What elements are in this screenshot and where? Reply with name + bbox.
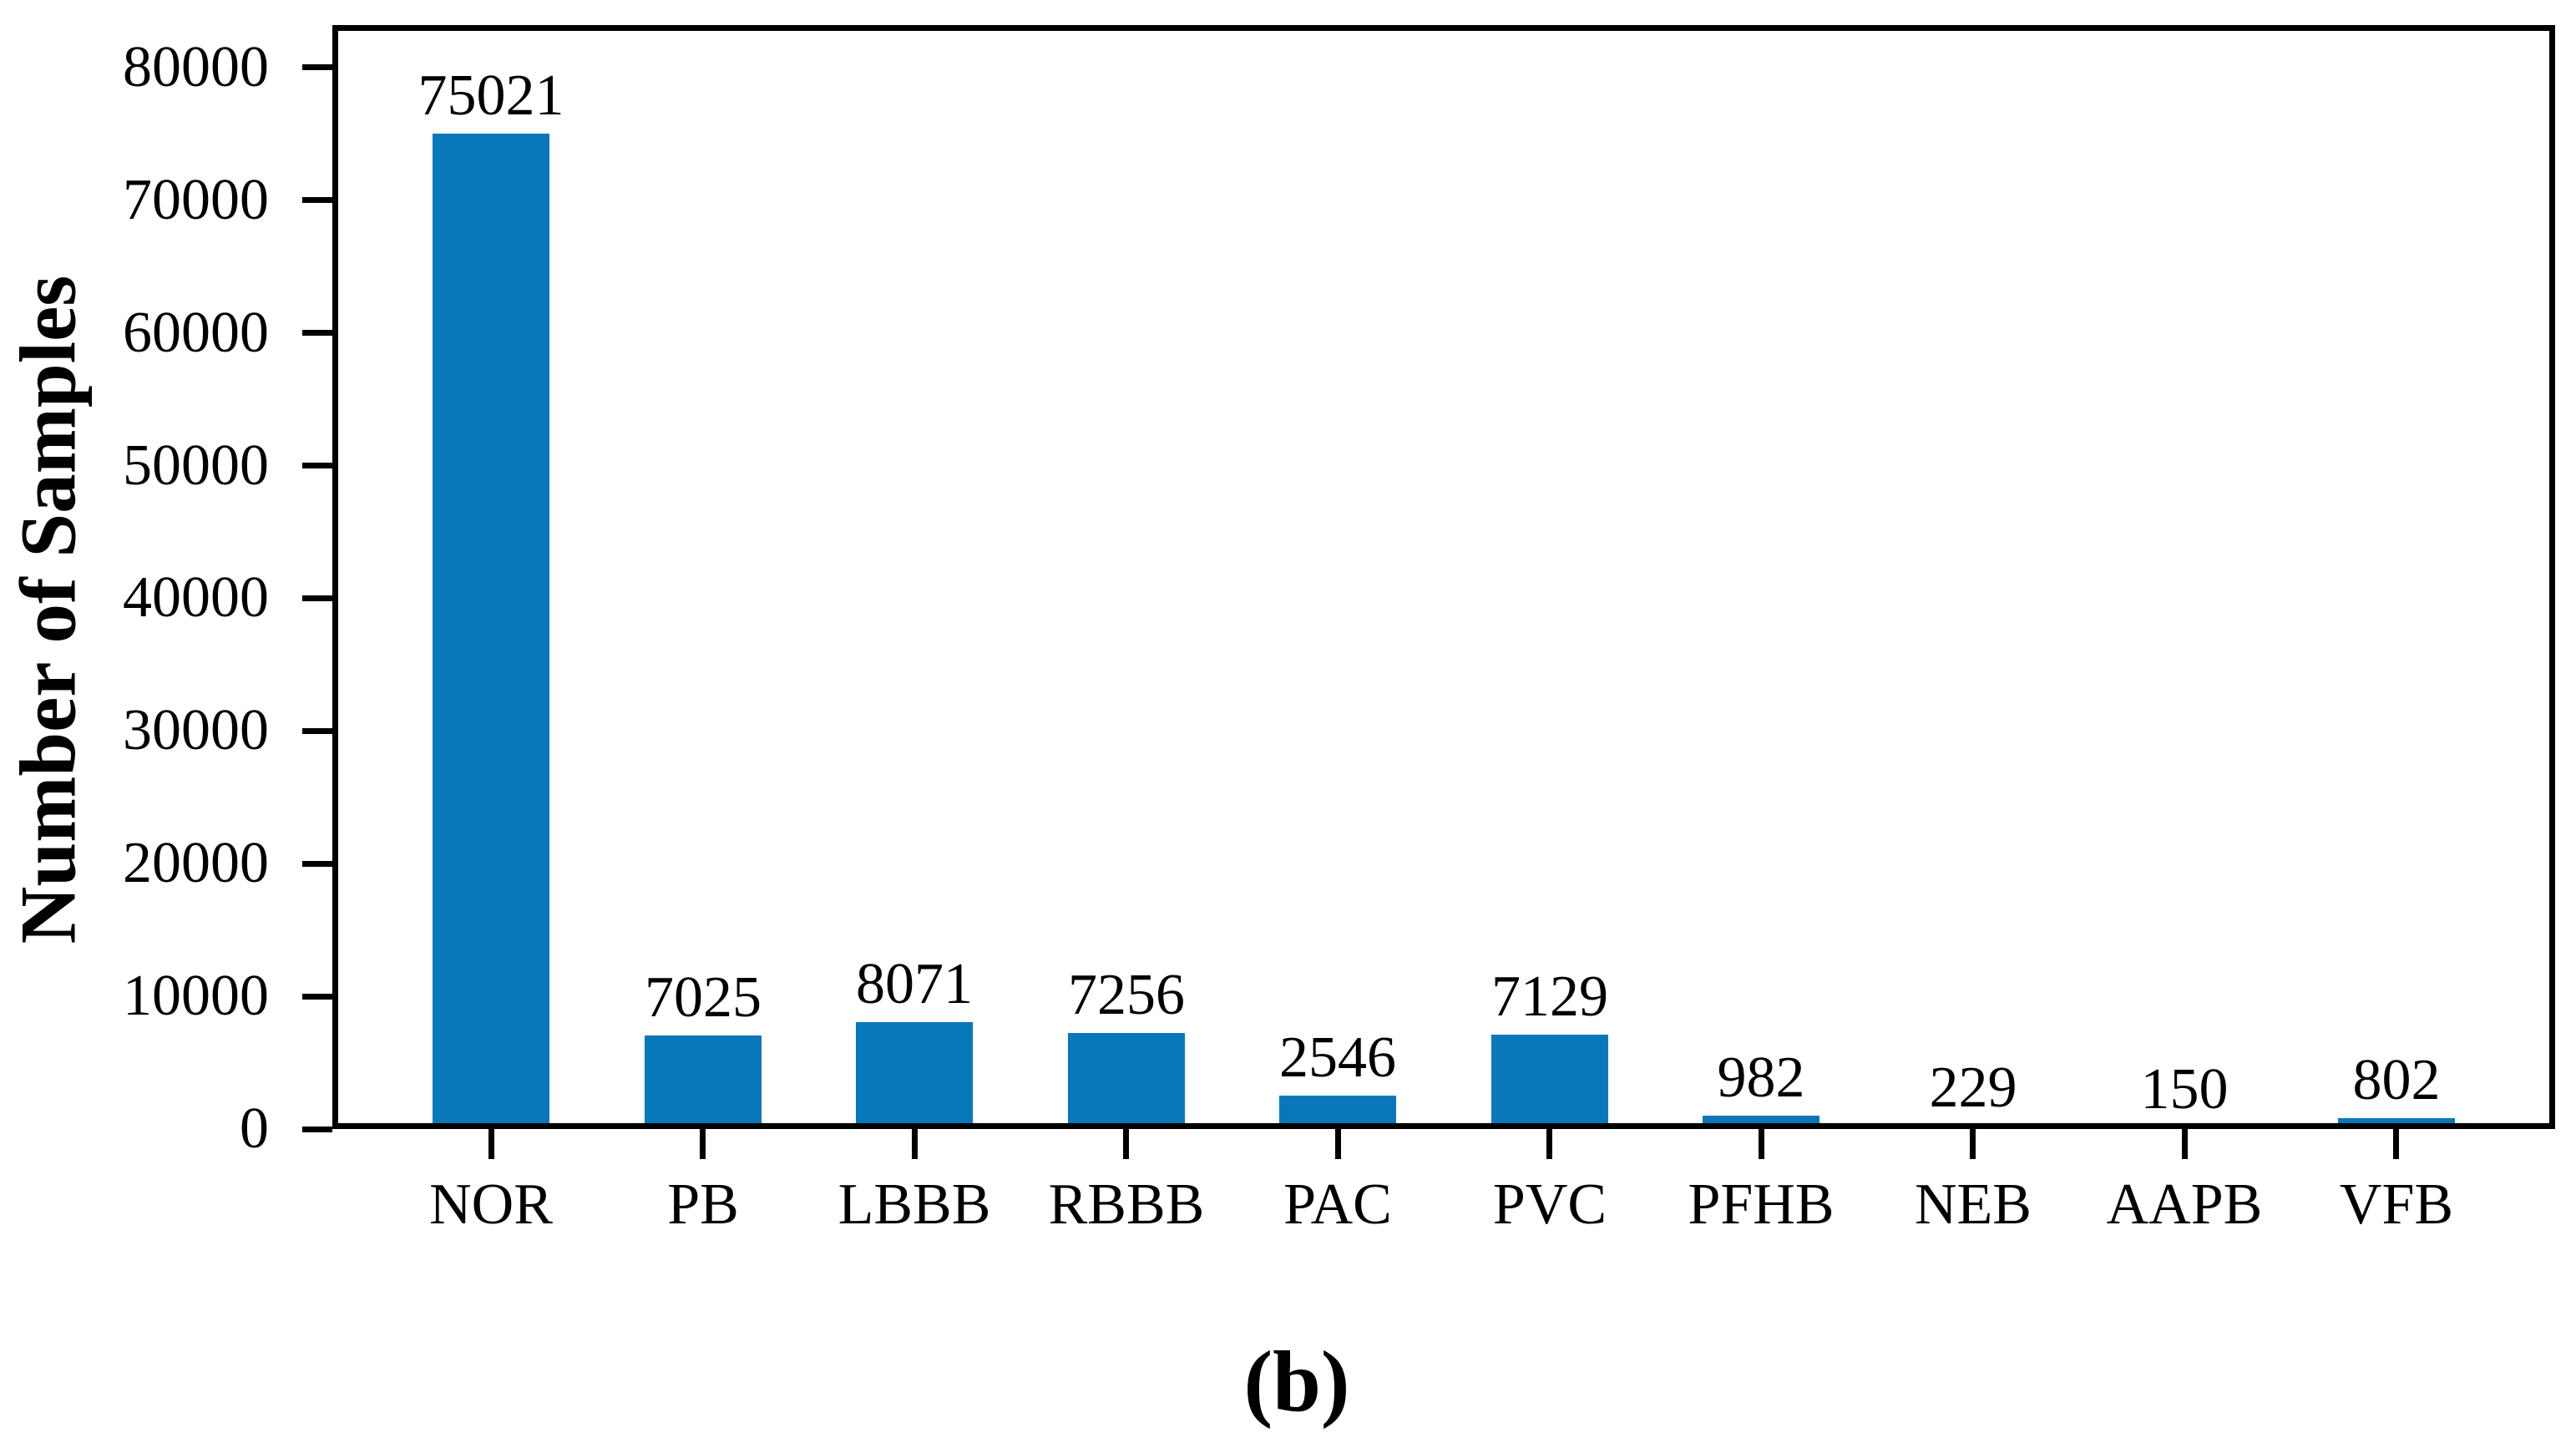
bar-value-label-NOR: 75021	[418, 63, 564, 128]
y-tick-20000	[302, 861, 332, 867]
x-tick-label-PB: PB	[667, 1172, 739, 1237]
y-tick-label-50000: 50000	[123, 433, 269, 498]
x-tick-label-AAPB: AAPB	[2106, 1172, 2263, 1237]
x-tick-PFHB	[1759, 1126, 1764, 1159]
figure-caption: (b)	[1243, 1334, 1350, 1430]
bar-value-label-PVC: 7129	[1491, 965, 1608, 1029]
y-tick-label-30000: 30000	[123, 698, 269, 762]
y-tick-label-10000: 10000	[123, 964, 269, 1028]
y-tick-label-70000: 70000	[123, 168, 269, 232]
bar-value-label-NEB: 229	[1929, 1056, 2017, 1120]
x-tick-NOR	[488, 1126, 494, 1159]
bar-RBBB	[1068, 1033, 1185, 1129]
plot-area	[332, 25, 2555, 1129]
x-tick-PB	[700, 1126, 706, 1159]
x-tick-label-NEB: NEB	[1915, 1172, 2032, 1237]
x-tick-PVC	[1546, 1126, 1552, 1159]
x-tick-label-VFB: VFB	[2339, 1172, 2454, 1237]
y-tick-10000	[302, 994, 332, 1000]
bar-value-label-PAC: 2546	[1279, 1025, 1396, 1090]
y-tick-60000	[302, 330, 332, 336]
bar-value-label-LBBB: 8071	[856, 952, 973, 1016]
y-tick-label-0: 0	[240, 1096, 269, 1161]
bar-value-label-PB: 7025	[645, 965, 762, 1030]
x-tick-label-NOR: NOR	[429, 1172, 553, 1237]
bar-value-label-VFB: 802	[2352, 1048, 2441, 1112]
y-tick-30000	[302, 728, 332, 734]
bar-PVC	[1491, 1035, 1608, 1129]
x-tick-label-PFHB: PFHB	[1688, 1172, 1835, 1237]
x-tick-AAPB	[2182, 1126, 2188, 1159]
y-tick-label-60000: 60000	[123, 301, 269, 365]
y-tick-40000	[302, 595, 332, 601]
bar-NOR	[433, 134, 549, 1129]
x-tick-VFB	[2393, 1126, 2399, 1159]
x-tick-label-PVC: PVC	[1492, 1172, 1607, 1237]
x-tick-LBBB	[912, 1126, 918, 1159]
x-tick-label-LBBB: LBBB	[838, 1172, 991, 1237]
bar-PB	[645, 1035, 762, 1129]
x-tick-RBBB	[1123, 1126, 1129, 1159]
x-tick-NEB	[1970, 1126, 1976, 1159]
x-tick-label-RBBB: RBBB	[1048, 1172, 1205, 1237]
bar-value-label-PFHB: 982	[1717, 1046, 1805, 1110]
x-tick-PAC	[1335, 1126, 1341, 1159]
bar-value-label-RBBB: 7256	[1068, 963, 1185, 1027]
y-tick-80000	[302, 64, 332, 70]
y-tick-50000	[302, 463, 332, 468]
y-tick-label-20000: 20000	[123, 831, 269, 895]
x-tick-label-PAC: PAC	[1283, 1172, 1392, 1237]
y-tick-0	[302, 1127, 332, 1132]
y-tick-label-40000: 40000	[123, 565, 269, 630]
bar-value-label-AAPB: 150	[2140, 1057, 2229, 1121]
bar-LBBB	[856, 1022, 973, 1129]
y-tick-70000	[302, 197, 332, 203]
y-tick-label-80000: 80000	[123, 35, 269, 99]
